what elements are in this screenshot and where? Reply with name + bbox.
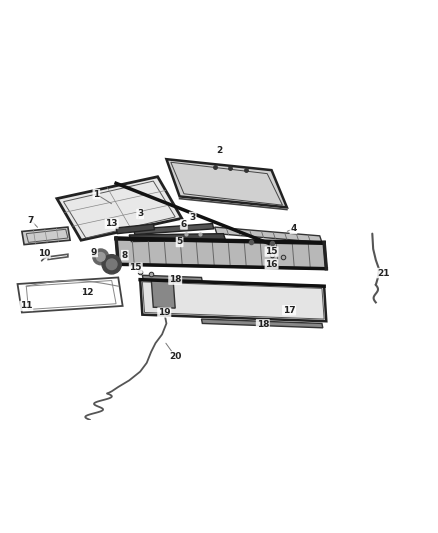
Polygon shape — [140, 280, 326, 321]
Text: 18: 18 — [169, 275, 181, 284]
Circle shape — [102, 255, 121, 274]
Polygon shape — [215, 227, 322, 243]
Polygon shape — [134, 223, 214, 235]
Text: 12: 12 — [81, 288, 94, 297]
Text: 1: 1 — [93, 190, 99, 199]
Text: 6: 6 — [181, 220, 187, 229]
Polygon shape — [201, 319, 323, 328]
Text: 8: 8 — [122, 251, 128, 260]
Text: 4: 4 — [290, 224, 297, 233]
Polygon shape — [116, 238, 326, 269]
Text: 15: 15 — [130, 263, 142, 272]
Polygon shape — [166, 159, 287, 207]
Text: 13: 13 — [106, 219, 118, 228]
Polygon shape — [129, 233, 226, 241]
Text: 9: 9 — [91, 247, 97, 256]
Text: 15: 15 — [265, 247, 278, 256]
Circle shape — [96, 253, 105, 261]
Text: 19: 19 — [158, 308, 170, 317]
Text: 10: 10 — [38, 249, 50, 258]
Text: 2: 2 — [216, 146, 222, 155]
Polygon shape — [151, 278, 175, 308]
Text: 5: 5 — [177, 238, 183, 246]
Text: 7: 7 — [28, 215, 34, 224]
Text: 16: 16 — [265, 260, 278, 269]
Text: 11: 11 — [20, 302, 32, 310]
Polygon shape — [22, 227, 70, 245]
Circle shape — [93, 249, 109, 265]
Text: 20: 20 — [169, 352, 181, 361]
Text: 17: 17 — [283, 306, 295, 315]
Polygon shape — [142, 275, 202, 282]
Text: 18: 18 — [257, 320, 269, 329]
Circle shape — [106, 259, 117, 270]
Text: 3: 3 — [190, 213, 196, 222]
Text: 3: 3 — [137, 209, 143, 219]
Text: 21: 21 — [377, 269, 389, 278]
Polygon shape — [57, 177, 182, 240]
Polygon shape — [116, 224, 155, 233]
